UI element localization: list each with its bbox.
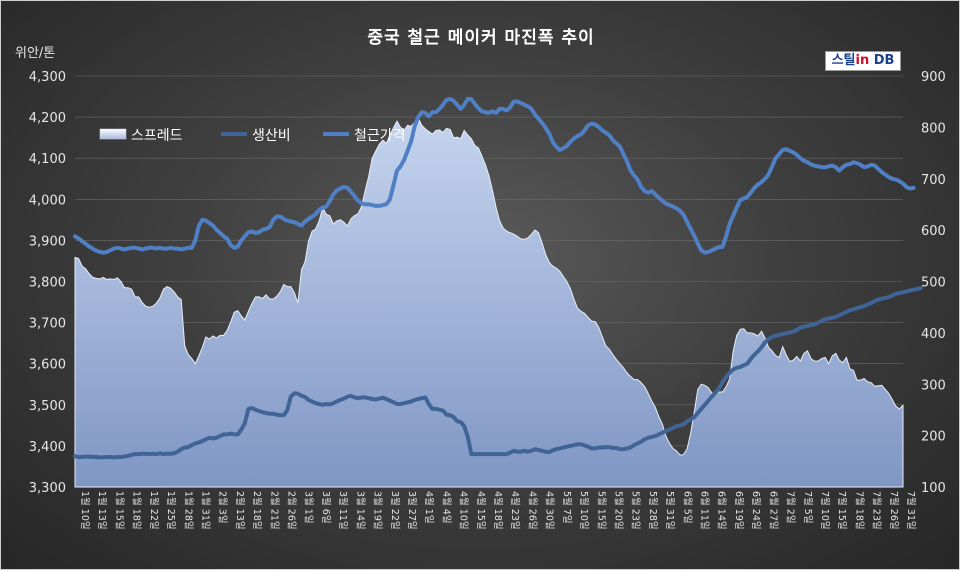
x-tick-label: 7월 10일	[819, 491, 831, 530]
left-tick-label: 3,800	[29, 276, 66, 291]
x-tick-label: 7월 26일	[888, 491, 900, 530]
x-tick-label: 1월 31일	[200, 491, 212, 530]
x-tick-label: 4월 26일	[526, 491, 538, 530]
x-tick-label: 3월 19일	[372, 491, 384, 530]
x-tick-label: 2월 18일	[251, 491, 263, 530]
x-tick-label: 5월 28일	[647, 491, 659, 530]
right-tick-label: 800	[921, 121, 946, 136]
right-tick-label: 100	[921, 481, 946, 496]
x-tick-label: 2월 21일	[268, 491, 280, 530]
right-tick-label: 700	[921, 173, 946, 188]
x-tick-label: 2월 13일	[234, 491, 246, 530]
x-tick-label: 6월 27일	[767, 491, 779, 530]
x-tick-label: 5월 31일	[664, 491, 676, 530]
x-tick-label: 4월 15일	[475, 491, 487, 530]
x-tick-label: 4월 30일	[544, 491, 556, 530]
x-tick-label: 2월 26일	[286, 491, 298, 530]
x-tick-label: 3월 1일	[303, 491, 315, 524]
x-tick-label: 7월 5일	[802, 491, 814, 524]
x-tick-label: 3월 6일	[320, 491, 332, 524]
x-tick-label: 3월 27일	[406, 491, 418, 530]
left-tick-label: 3,400	[29, 440, 66, 455]
x-tick-label: 1월 25일	[165, 491, 177, 530]
left-tick-label: 4,200	[29, 111, 66, 126]
spread-area	[74, 117, 904, 488]
steelin-db-logo: 스틸in DB	[825, 51, 901, 71]
right-tick-label: 900	[921, 70, 946, 85]
x-tick-label: 7월 31일	[905, 491, 917, 530]
x-tick-label: 1월 28일	[182, 491, 194, 530]
chart-title: 중국 철근 메이커 마진폭 추이	[367, 28, 594, 48]
x-tick-label: 3월 14일	[354, 491, 366, 530]
x-tick-label: 4월 18일	[492, 491, 504, 530]
x-tick-label: 1월 13일	[96, 491, 108, 530]
left-tick-label: 4,000	[29, 193, 66, 208]
right-tick-label: 400	[921, 327, 946, 342]
x-tick-label: 6월 11일	[699, 491, 711, 530]
x-tick-label: 1월 18일	[131, 491, 143, 530]
left-tick-label: 4,300	[29, 70, 66, 85]
right-tick-label: 300	[921, 378, 946, 393]
left-tick-label: 3,500	[29, 399, 66, 414]
x-tick-label: 5월 20일	[613, 491, 625, 530]
x-axis-ticks: 1월 10일 1월 13일 1월 15일 1월 18일 1월 22일 1월 25일 1월 2…	[79, 491, 917, 530]
right-tick-label: 500	[921, 276, 946, 291]
x-tick-label: 6월 14일	[716, 491, 728, 530]
x-tick-label: 6월 19일	[733, 491, 745, 530]
legend-label-spread: 스프레드	[131, 128, 183, 144]
left-tick-label: 3,900	[29, 234, 66, 249]
x-tick-label: 7월 23일	[871, 491, 883, 530]
x-tick-label: 2월 3일	[217, 491, 229, 524]
right-tick-label: 200	[921, 430, 946, 445]
left-tick-label: 3,700	[29, 317, 66, 332]
x-tick-label: 4월 23일	[509, 491, 521, 530]
x-tick-label: 5월 10일	[578, 491, 590, 530]
legend: 스프레드 생산비 철근가격	[99, 128, 406, 144]
left-tick-label: 3,300	[29, 481, 66, 496]
x-tick-label: 5월 23일	[630, 491, 642, 530]
x-tick-label: 5월 7일	[561, 491, 573, 524]
left-tick-label: 3,600	[29, 358, 66, 373]
production-cost-line	[73, 286, 923, 460]
x-tick-label: 7월 2일	[785, 491, 797, 524]
x-tick-label: 3월 22일	[389, 491, 401, 530]
x-tick-label: 5월 15일	[595, 491, 607, 530]
x-tick-label: 7월 18일	[853, 491, 865, 530]
legend-label-cost: 생산비	[252, 128, 291, 144]
x-tick-label: 6월 24일	[750, 491, 762, 530]
right-axis-ticks: 100 200 300 400 500 600 700 800 900	[921, 70, 946, 496]
x-tick-label: 7월 15일	[836, 491, 848, 530]
x-tick-label: 1월 15일	[113, 491, 125, 530]
right-tick-label: 600	[921, 224, 946, 239]
legend-label-price: 철근가격	[354, 128, 406, 144]
legend-swatch-spread	[99, 128, 127, 140]
x-tick-label: 1월 10일	[79, 491, 91, 530]
rebar-price-line	[73, 97, 916, 255]
x-tick-label: 6월 5일	[681, 491, 693, 524]
left-tick-label: 4,100	[29, 152, 66, 167]
left-axis-unit: 위안/톤	[15, 46, 55, 61]
x-tick-label: 3월 11일	[337, 491, 349, 530]
x-tick-label: 1월 22일	[148, 491, 160, 530]
left-axis-ticks: 3,300 3,400 3,500 3,600 3,700 3,800 3,900 4,000…	[29, 70, 66, 496]
x-tick-label: 4월 1일	[423, 491, 435, 524]
x-tick-label: 4월 10일	[458, 491, 470, 530]
x-tick-label: 4월 4일	[440, 491, 452, 524]
